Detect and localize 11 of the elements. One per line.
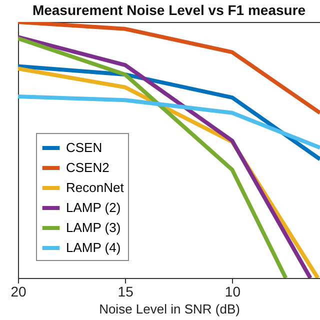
x-tick-label: 20 bbox=[10, 284, 26, 300]
legend-label: CSEN bbox=[66, 140, 102, 155]
x-tick-label: 10 bbox=[224, 284, 241, 300]
legend-label: CSEN2 bbox=[66, 160, 110, 175]
legend-label: ReconNet bbox=[66, 180, 124, 195]
x-axis-title: Noise Level in SNR (dB) bbox=[99, 302, 240, 316]
x-tick-label: 15 bbox=[118, 284, 134, 300]
legend-label: LAMP (2) bbox=[66, 200, 121, 215]
chart-title: Measurement Noise Level vs F1 measure bbox=[32, 2, 306, 18]
legend-label: LAMP (4) bbox=[66, 240, 121, 255]
legend-label: LAMP (3) bbox=[66, 220, 121, 235]
